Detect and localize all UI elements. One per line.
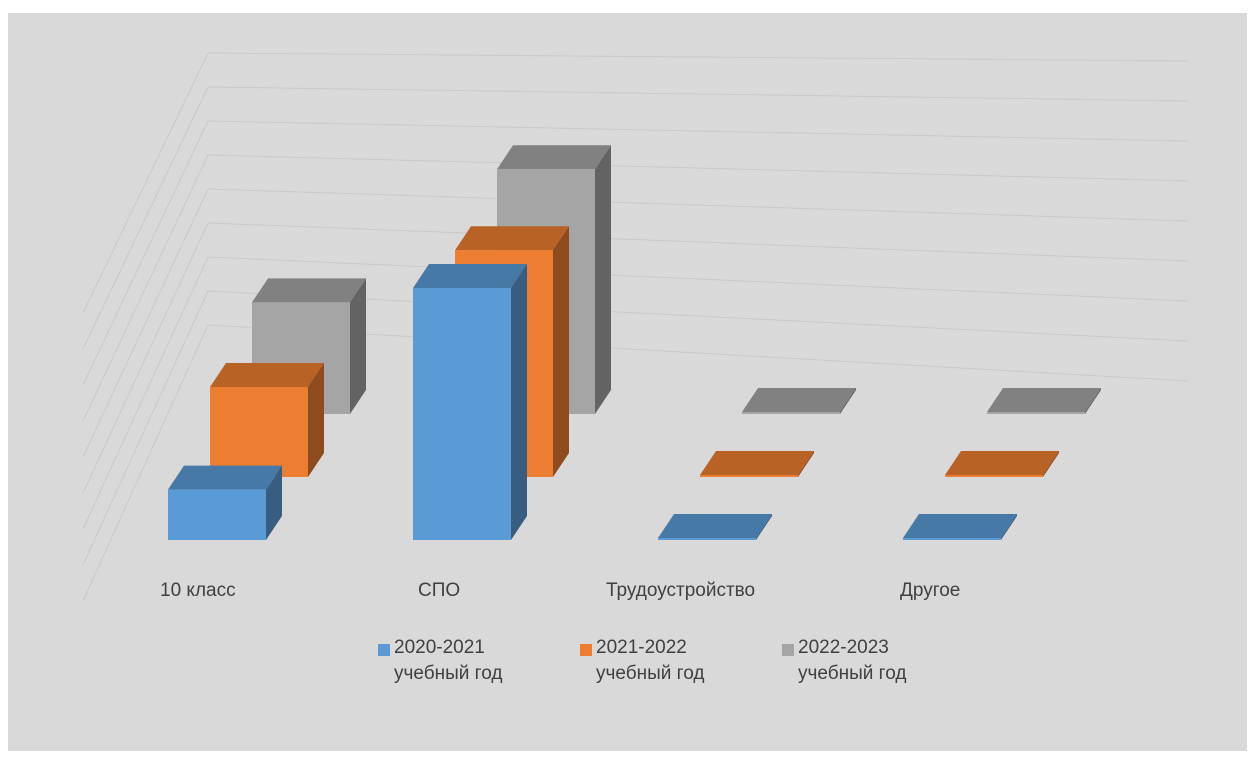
legend-item-2021-2022: 2021-2022 учебный год (580, 635, 756, 687)
bar-side-2-3 (1085, 388, 1101, 414)
bar-side-0-0 (266, 465, 282, 540)
bar-top-0-1 (413, 264, 527, 288)
legend-swatch-2021-2022 (580, 644, 592, 656)
grid-line-side (82, 290, 209, 566)
grid-line-back (207, 154, 1189, 182)
grid-line-side (82, 188, 209, 458)
bar-side-0-3 (1001, 514, 1017, 540)
bar-side-1-1 (553, 226, 569, 477)
bar-side-1-0 (308, 363, 324, 477)
legend-label-2020-2021: 2020-2021 учебный год (394, 637, 503, 684)
legend-swatch-2020-2021 (378, 644, 390, 656)
legend-item-2020-2021: 2020-2021 учебный год (378, 635, 554, 687)
bar-side-1-3 (1043, 451, 1059, 477)
bar-front-1-2 (700, 475, 798, 477)
grid-line-side (82, 256, 209, 530)
bar-top-1-3 (945, 451, 1059, 475)
category-label-spo: СПО (418, 580, 461, 601)
grid-line-back (207, 324, 1189, 382)
legend-label-2022-2023: 2022-2023 учебный год (798, 637, 907, 684)
bar-side-2-0 (350, 278, 366, 414)
bar-front-0-2 (658, 538, 756, 540)
grid-line-back (207, 256, 1189, 302)
bar-front-0-3 (903, 538, 1001, 540)
chart-plot (82, 52, 1189, 602)
legend-item-2022-2023: 2022-2023 учебный год (782, 635, 958, 687)
grid-line-side (82, 222, 209, 494)
grid-line-side (82, 52, 209, 314)
bar-top-0-2 (658, 514, 772, 538)
legend-label-2021-2022: 2021-2022 учебный год (596, 637, 705, 684)
bar-front-0-1 (413, 288, 511, 540)
bar-top-1-2 (700, 451, 814, 475)
bar-side-2-1 (595, 145, 611, 414)
bar-top-2-1 (497, 145, 611, 170)
grid-line-back (207, 52, 1189, 62)
category-label-other: Другое (900, 580, 961, 601)
category-label-employment: Трудоустройство (606, 580, 756, 601)
grid-line-back (207, 86, 1189, 102)
legend-swatch-2022-2023 (782, 644, 794, 656)
grid-line-side (82, 120, 209, 386)
grid-line-back (207, 120, 1189, 142)
bar-side-2-2 (840, 388, 856, 414)
bar-top-1-1 (455, 226, 569, 251)
grid-line-side (82, 154, 209, 422)
bar-top-1-0 (210, 363, 324, 387)
bar-side-1-2 (798, 451, 814, 477)
bar-front-0-0 (168, 489, 266, 540)
bar-top-2-3 (987, 388, 1101, 412)
bar-top-0-0 (168, 465, 282, 490)
bar-top-2-2 (742, 388, 856, 412)
bar-side-0-1 (511, 264, 527, 540)
grid-line-back (207, 222, 1189, 262)
chart-area: 10 класс СПО Трудоустройство Другое 2020… (8, 13, 1247, 751)
grid-line-side (82, 86, 209, 350)
bar-top-0-3 (903, 514, 1017, 538)
bar-front-2-2 (742, 412, 840, 414)
grid-line-back (207, 188, 1189, 222)
bar-front-1-3 (945, 475, 1043, 477)
bar-front-2-3 (987, 412, 1085, 414)
grid-line-back (207, 290, 1189, 342)
bar-top-2-0 (252, 278, 366, 303)
category-label-10-klass: 10 класс (160, 580, 236, 601)
bar-side-0-2 (756, 514, 772, 540)
bar-front-1-0 (210, 387, 308, 477)
chart-legend: 2020-2021 учебный год 2021-2022 учебный … (378, 635, 958, 687)
grid-line-side (82, 324, 209, 602)
